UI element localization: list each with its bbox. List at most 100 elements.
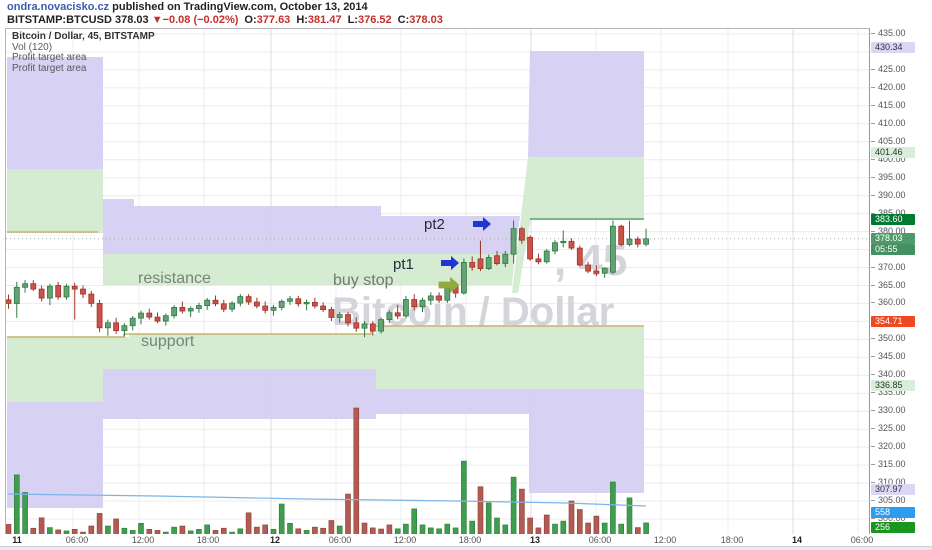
band-left-profit-target-lavender	[7, 57, 103, 169]
volume-bar	[38, 517, 45, 534]
volume-bar	[618, 523, 625, 534]
volume-ma-line	[7, 493, 647, 507]
volume-bar	[163, 531, 169, 534]
time-label: 06:00	[850, 535, 874, 545]
volume-bar	[121, 527, 128, 534]
price-label: 335.00	[871, 387, 906, 398]
volume-bar	[187, 530, 194, 534]
candle-body	[460, 262, 467, 294]
candle-body	[278, 300, 285, 308]
price-label: 340.00	[871, 369, 906, 380]
price-label: 320.00	[871, 441, 906, 452]
price-label: 390.00	[871, 189, 906, 200]
candle-body	[568, 240, 575, 249]
volume-bar	[519, 488, 525, 534]
candle-body	[585, 264, 591, 272]
band-support-green-mid	[103, 334, 376, 369]
volume-bar	[71, 528, 78, 534]
symbol-quote-line: BITSTAMP:BTCUSD 378.03 ▼−0.08 (−0.02%) O:…	[7, 14, 927, 27]
candle-body	[179, 306, 186, 312]
volume-bar	[171, 526, 177, 534]
candle-body	[154, 316, 161, 322]
price-label: 385.00	[871, 207, 906, 218]
price-label: 345.00	[871, 351, 906, 362]
volume-bar	[154, 530, 161, 534]
candle-body	[162, 315, 169, 322]
arrow-icon	[473, 217, 491, 231]
candle-body	[262, 305, 269, 311]
candle-body	[63, 285, 70, 298]
high-value: 381.47	[307, 14, 342, 26]
price-label: 400.00	[871, 153, 906, 164]
volume-bar	[96, 513, 103, 534]
time-label: 12:00	[393, 535, 417, 545]
price-label: 325.00	[871, 423, 906, 434]
candle-body	[303, 301, 310, 305]
candle-body	[22, 283, 29, 288]
price-label: 310.00	[871, 477, 906, 488]
volume-bar	[63, 530, 70, 534]
publisher-link[interactable]: ondra.novacisko.cz	[7, 1, 110, 13]
low-value: 376.52	[357, 14, 392, 26]
volume-bar	[576, 509, 583, 534]
volume-bar	[303, 530, 310, 534]
candle-body	[353, 322, 360, 329]
volume-bar	[494, 517, 500, 534]
volume-bar	[477, 486, 484, 534]
symbol-name: BITSTAMP:BTCUSD	[7, 14, 112, 26]
candle-body	[411, 299, 418, 308]
price-label: 360.00	[871, 297, 906, 308]
volume-bar	[278, 503, 285, 534]
candle-body	[80, 288, 86, 295]
price-label: 300.00	[871, 513, 906, 523]
candle-body	[477, 258, 484, 269]
volume-bar	[461, 460, 467, 534]
time-label: 11	[12, 535, 22, 545]
candle-body	[237, 296, 244, 304]
candle-body	[229, 302, 236, 310]
open-label: O:	[244, 14, 257, 26]
candle-body	[245, 296, 252, 303]
band-tall-green	[512, 157, 644, 293]
publish-line: ondra.novacisko.cz published on TradingV…	[7, 1, 927, 14]
time-label: 18:00	[458, 535, 482, 545]
axis-badge: 401.46	[871, 146, 915, 158]
time-label: 06:00	[65, 535, 89, 545]
annotation-support: support	[141, 333, 195, 350]
arrow-icon	[441, 256, 459, 270]
band-support-green-left	[7, 337, 103, 402]
volume-bar	[105, 525, 111, 534]
volume-bar	[88, 525, 95, 534]
volume-bar	[320, 527, 326, 534]
price-label: 315.00	[871, 459, 906, 470]
time-label: 18:00	[720, 535, 744, 545]
annotation-buy-stop: buy stop	[333, 272, 394, 289]
price-label: 425.00	[871, 63, 906, 74]
time-label: 12:00	[131, 535, 155, 545]
candle-body	[610, 225, 616, 273]
volume-bar	[386, 524, 393, 534]
candle-body	[96, 302, 103, 329]
band-tall-profit-target-lavender	[528, 51, 644, 157]
annotation-pt2: pt2	[424, 216, 445, 233]
annotation-pt1: pt1	[393, 256, 414, 273]
candle-body	[345, 314, 351, 324]
axis-badge: 430.34	[871, 41, 915, 53]
volume-bar	[295, 528, 302, 534]
chart-area[interactable]: , 45 Bitcoin / Dollar resistance support buy…	[5, 28, 870, 535]
candle-body	[195, 305, 202, 309]
price-axis[interactable]: 435.00 425.00 420.00 415.00 410.00 405.00 400.…	[870, 28, 930, 534]
volume-bar	[47, 527, 53, 534]
volume-bar	[196, 528, 202, 534]
time-label: 13	[529, 535, 540, 545]
candle-body	[419, 299, 426, 308]
volume-bar	[593, 515, 600, 534]
candle-body	[535, 258, 542, 263]
volume-bar	[485, 502, 492, 534]
time-axis[interactable]: 11 06:00 12:00 18:00 12 06:00 12:00 18:00 13 06:0…	[5, 534, 930, 546]
candle-body	[378, 319, 385, 332]
time-label: 14	[791, 535, 802, 545]
band-support-lavender-mid	[103, 369, 376, 419]
volume-bar	[535, 527, 542, 534]
